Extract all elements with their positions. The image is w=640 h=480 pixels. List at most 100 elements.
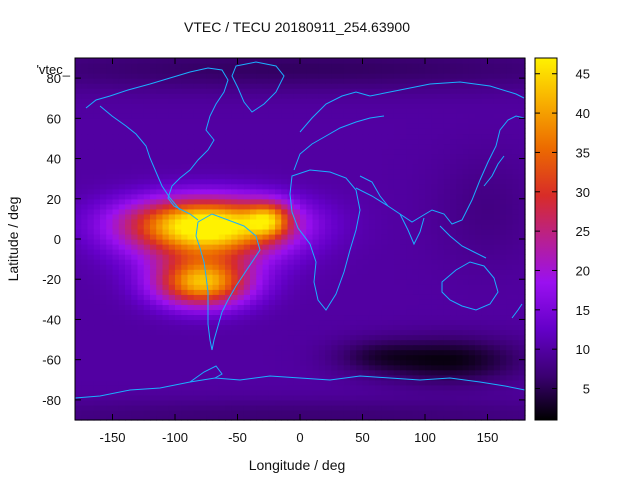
- heatmap-cell: [268, 133, 276, 140]
- heatmap-cell: [206, 203, 214, 210]
- heatmap-cell: [512, 284, 520, 290]
- heatmap-cell: [343, 264, 351, 270]
- heatmap-cell: [343, 269, 351, 275]
- heatmap-cell: [193, 259, 201, 265]
- heatmap-cell: [168, 133, 176, 140]
- heatmap-cell: [506, 359, 514, 366]
- heatmap-cell: [393, 354, 401, 361]
- heatmap-cell: [443, 404, 451, 411]
- heatmap-cell: [156, 264, 164, 270]
- heatmap-cell: [81, 309, 89, 316]
- heatmap-cell: [481, 404, 489, 411]
- heatmap-cell: [500, 78, 507, 84]
- heatmap-cell: [437, 414, 445, 421]
- heatmap-cell: [137, 404, 145, 411]
- heatmap-cell: [93, 409, 101, 416]
- heatmap-cell: [218, 409, 226, 416]
- heatmap-cell: [200, 83, 207, 89]
- heatmap-cell: [487, 198, 495, 205]
- heatmap-cell: [200, 374, 207, 381]
- heatmap-cell: [143, 269, 151, 275]
- heatmap-cell: [325, 143, 332, 150]
- heatmap-cell: [425, 359, 432, 366]
- heatmap-cell: [318, 264, 326, 270]
- heatmap-cell: [443, 269, 451, 275]
- heatmap-cell: [518, 354, 526, 361]
- heatmap-cell: [512, 409, 520, 416]
- heatmap-cell: [81, 73, 89, 79]
- heatmap-cell: [137, 138, 145, 145]
- heatmap-cell: [256, 324, 264, 331]
- heatmap-cell: [187, 123, 195, 129]
- heatmap-cell: [100, 364, 107, 371]
- heatmap-cell: [512, 193, 520, 200]
- heatmap-cell: [425, 108, 432, 114]
- heatmap-cell: [500, 133, 507, 140]
- heatmap-cell: [418, 304, 426, 310]
- heatmap-cell: [87, 324, 95, 331]
- heatmap-cell: [293, 314, 301, 321]
- heatmap-cell: [131, 168, 139, 175]
- heatmap-cell: [75, 118, 82, 124]
- heatmap-cell: [268, 198, 276, 205]
- heatmap-cell: [362, 259, 370, 265]
- heatmap-cell: [368, 304, 376, 310]
- heatmap-cell: [231, 118, 239, 124]
- heatmap-cell: [475, 294, 482, 300]
- heatmap-cell: [343, 349, 351, 356]
- heatmap-cell: [150, 233, 157, 240]
- heatmap-cell: [250, 143, 257, 150]
- heatmap-cell: [237, 73, 245, 79]
- heatmap-cell: [381, 213, 389, 220]
- heatmap-cell: [187, 83, 195, 89]
- heatmap-cell: [356, 294, 364, 300]
- heatmap-cell: [250, 349, 257, 356]
- heatmap-cell: [393, 123, 401, 129]
- heatmap-cell: [462, 339, 470, 346]
- heatmap-cell: [93, 319, 101, 326]
- heatmap-cell: [418, 354, 426, 361]
- heatmap-cell: [387, 193, 395, 200]
- heatmap-cell: [150, 153, 157, 160]
- heatmap-cell: [356, 153, 364, 160]
- heatmap-cell: [325, 414, 332, 421]
- heatmap-cell: [518, 264, 526, 270]
- heatmap-cell: [137, 168, 145, 175]
- heatmap-cell: [75, 279, 82, 285]
- heatmap-cell: [137, 274, 145, 280]
- heatmap-cell: [450, 384, 457, 391]
- heatmap-cell: [512, 118, 520, 124]
- heatmap-cell: [156, 103, 164, 109]
- heatmap-cell: [193, 409, 201, 416]
- heatmap-cell: [206, 379, 214, 386]
- heatmap-cell: [256, 83, 264, 89]
- heatmap-cell: [412, 384, 420, 391]
- heatmap-cell: [106, 384, 114, 391]
- heatmap-cell: [237, 178, 245, 185]
- heatmap-cell: [256, 339, 264, 346]
- heatmap-cell: [325, 88, 332, 94]
- heatmap-cell: [443, 384, 451, 391]
- heatmap-cell: [293, 299, 301, 305]
- heatmap-cell: [125, 274, 132, 280]
- heatmap-cell: [506, 183, 514, 190]
- heatmap-cell: [231, 384, 239, 391]
- heatmap-cell: [93, 233, 101, 240]
- heatmap-cell: [81, 98, 89, 104]
- heatmap-cell: [387, 279, 395, 285]
- heatmap-cell: [512, 148, 520, 155]
- heatmap-cell: [450, 93, 457, 99]
- heatmap-cell: [112, 173, 120, 180]
- heatmap-cell: [387, 153, 395, 160]
- heatmap-cell: [362, 168, 370, 175]
- heatmap-cell: [262, 183, 270, 190]
- heatmap-cell: [331, 148, 339, 155]
- heatmap-cell: [462, 334, 470, 341]
- heatmap-cell: [175, 148, 182, 155]
- heatmap-cell: [518, 163, 526, 170]
- heatmap-cell: [181, 314, 189, 321]
- heatmap-cell: [93, 73, 101, 79]
- heatmap-cell: [87, 264, 95, 270]
- heatmap-cell: [262, 269, 270, 275]
- heatmap-cell: [131, 148, 139, 155]
